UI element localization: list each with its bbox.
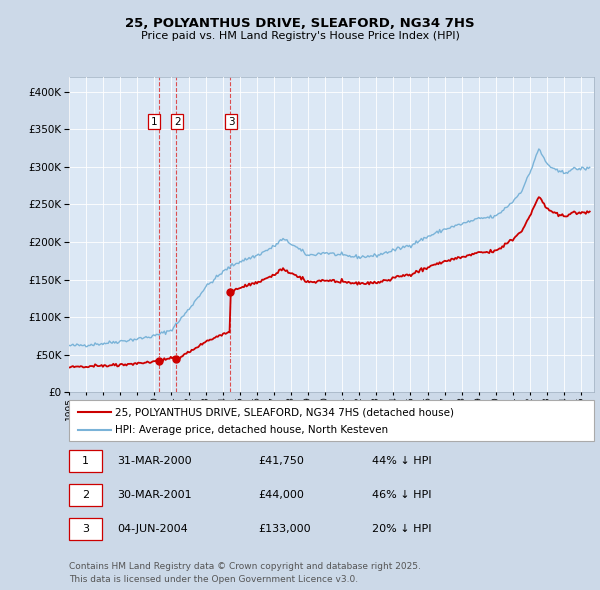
Text: 20% ↓ HPI: 20% ↓ HPI: [372, 525, 431, 534]
Text: £133,000: £133,000: [258, 525, 311, 534]
Text: 25, POLYANTHUS DRIVE, SLEAFORD, NG34 7HS: 25, POLYANTHUS DRIVE, SLEAFORD, NG34 7HS: [125, 17, 475, 30]
Text: 2: 2: [174, 117, 181, 127]
Text: 25, POLYANTHUS DRIVE, SLEAFORD, NG34 7HS (detached house): 25, POLYANTHUS DRIVE, SLEAFORD, NG34 7HS…: [115, 408, 454, 417]
Text: £41,750: £41,750: [258, 456, 304, 466]
Text: HPI: Average price, detached house, North Kesteven: HPI: Average price, detached house, Nort…: [115, 425, 388, 435]
Text: This data is licensed under the Open Government Licence v3.0.: This data is licensed under the Open Gov…: [69, 575, 358, 584]
Text: 46% ↓ HPI: 46% ↓ HPI: [372, 490, 431, 500]
Text: Contains HM Land Registry data © Crown copyright and database right 2025.: Contains HM Land Registry data © Crown c…: [69, 562, 421, 571]
Text: 31-MAR-2000: 31-MAR-2000: [117, 456, 191, 466]
Text: 30-MAR-2001: 30-MAR-2001: [117, 490, 191, 500]
Text: 1: 1: [82, 456, 89, 466]
Text: £44,000: £44,000: [258, 490, 304, 500]
Text: 3: 3: [228, 117, 235, 127]
Text: 04-JUN-2004: 04-JUN-2004: [117, 525, 188, 534]
Text: 2: 2: [82, 490, 89, 500]
Text: Price paid vs. HM Land Registry's House Price Index (HPI): Price paid vs. HM Land Registry's House …: [140, 31, 460, 41]
Text: 44% ↓ HPI: 44% ↓ HPI: [372, 456, 431, 466]
Text: 3: 3: [82, 525, 89, 534]
Text: 1: 1: [151, 117, 158, 127]
